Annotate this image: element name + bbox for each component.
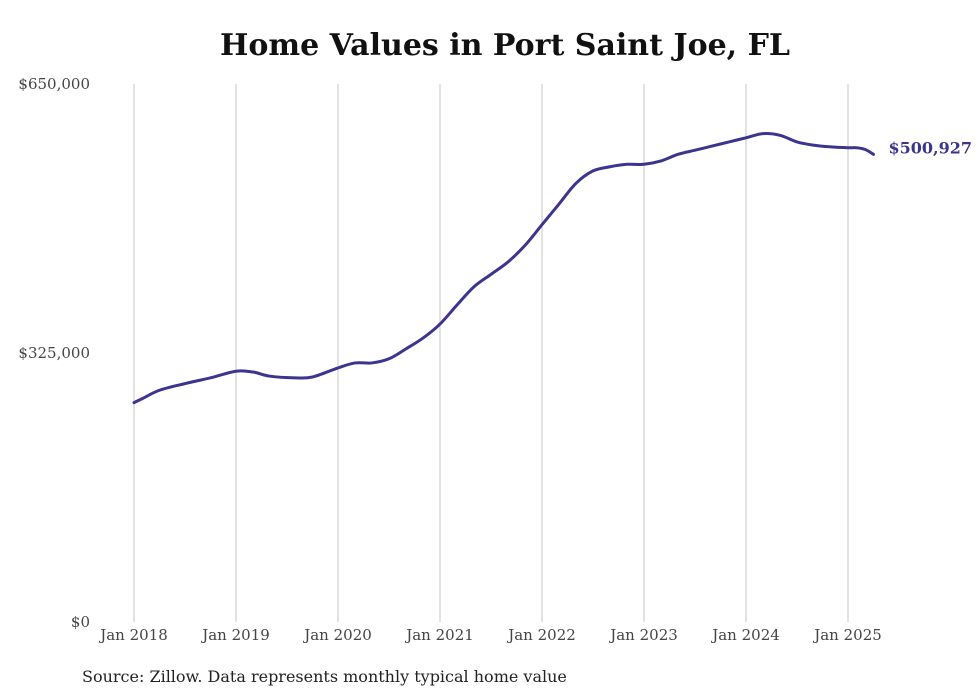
x-tick-label: Jan 2018 <box>98 626 168 644</box>
x-tick-label: Jan 2019 <box>200 626 270 644</box>
y-axis-tick-labels: $0 $325,000 $650,000 <box>18 75 90 631</box>
x-tick-label: Jan 2020 <box>302 626 372 644</box>
x-tick-label: Jan 2021 <box>404 626 474 644</box>
end-value-label: $500,927 <box>889 138 973 157</box>
home-value-line <box>132 132 875 405</box>
y-tick-label: $0 <box>71 613 90 631</box>
x-tick-label: Jan 2022 <box>506 626 576 644</box>
x-tick-label: Jan 2025 <box>812 626 882 644</box>
x-tick-label: Jan 2023 <box>608 626 678 644</box>
y-tick-label: $650,000 <box>18 75 90 93</box>
y-tick-label: $325,000 <box>18 344 90 362</box>
chart-title: Home Values in Port Saint Joe, FL <box>220 28 790 63</box>
line-chart: $0$325,000$650,000 Jan 2018 Jan 2019 Jan 2… <box>18 75 973 644</box>
x-axis-tick-labels: Jan 2018 Jan 2019 Jan 2020 Jan 2021 Jan 2022… <box>98 626 882 644</box>
gridlines <box>133 84 849 622</box>
source-note: Source: Zillow. Data represents monthly … <box>82 667 567 686</box>
x-tick-label: Jan 2024 <box>710 626 780 644</box>
